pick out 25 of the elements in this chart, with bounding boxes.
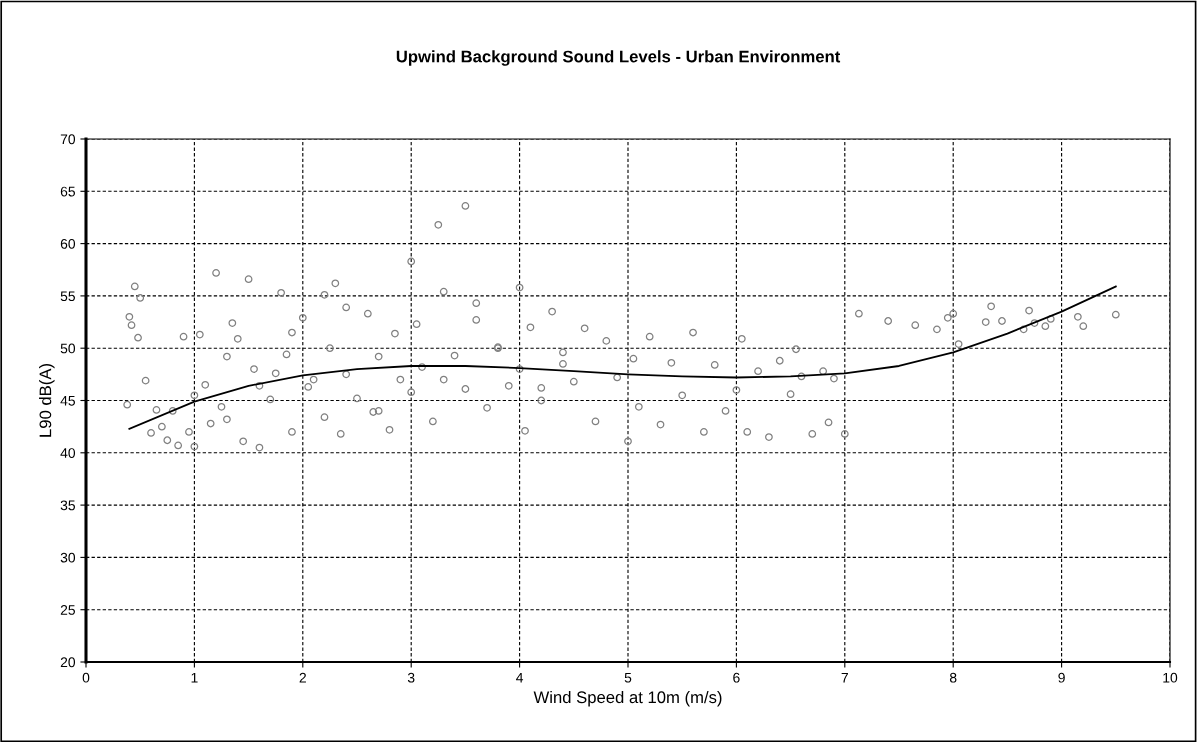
x-tick-label: 8 (949, 672, 957, 683)
y-tick-label: 65 (60, 186, 75, 197)
y-tick-label: 35 (60, 500, 75, 511)
x-tick-label: 10 (1163, 672, 1178, 683)
x-tick-label: 7 (841, 672, 848, 683)
y-tick-label: 60 (60, 238, 76, 249)
x-tick-label: 4 (516, 672, 524, 683)
x-tick-label: 9 (1058, 672, 1065, 683)
x-tick-label: 6 (733, 672, 740, 683)
y-tick-label: 25 (60, 605, 75, 615)
x-tick-label: 3 (407, 672, 415, 683)
x-tick-label: 1 (191, 672, 198, 683)
y-tick-label: 30 (60, 552, 76, 563)
x-tick-label: 0 (82, 672, 90, 683)
y-tick-label: 50 (60, 343, 76, 354)
y-tick-label: 45 (60, 395, 75, 406)
y-axis-title: L90 dB(A) (39, 364, 55, 437)
x-tick-label: 5 (624, 672, 632, 683)
y-tick-label: 55 (60, 291, 75, 302)
y-tick-label: 40 (60, 448, 76, 458)
chart-title: Upwind Background Sound Levels - Urban Environment (396, 50, 841, 66)
x-axis-title: Wind Speed at 10m (m/s) (533, 690, 722, 707)
y-tick-label: 20 (60, 657, 76, 668)
x-tick-label: 2 (299, 672, 306, 683)
y-tick-label: 70 (60, 134, 76, 145)
